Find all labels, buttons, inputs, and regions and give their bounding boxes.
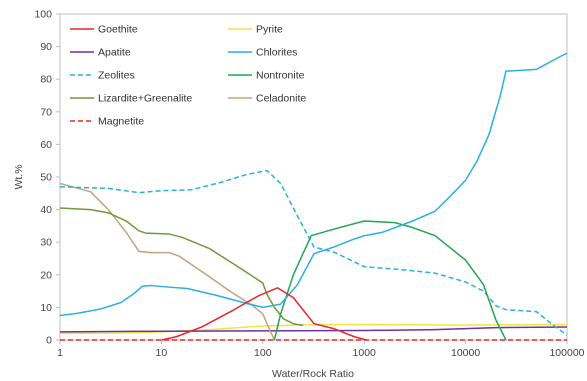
x-tick-label: 10000 xyxy=(451,347,480,359)
legend: Goethite Pyrite Apatite Chlorites Zeolites No… xyxy=(70,24,306,128)
y-tick-label: 100 xyxy=(34,9,52,21)
y-tick-label: 40 xyxy=(40,204,52,216)
x-axis-label: Water/Rock Ratio xyxy=(272,368,354,380)
series-line-apatite xyxy=(59,326,568,333)
x-tick-label: 1000 xyxy=(353,347,377,359)
legend-label-chlorites: Chlorites xyxy=(256,47,297,59)
legend-label-celadonite: Celadonite xyxy=(256,93,306,105)
legend-label-nontronite: Nontronite xyxy=(256,70,305,82)
y-tick-label: 30 xyxy=(40,237,52,249)
series-line-zeolites xyxy=(59,169,568,336)
y-tick-label: 10 xyxy=(40,302,52,314)
y-axis-label: Wt.% xyxy=(13,164,25,189)
x-tick-label: 10 xyxy=(156,347,168,359)
y-tick-label: 90 xyxy=(40,41,52,53)
legend-label-magnetite: Magnetite xyxy=(98,116,144,128)
series-layer xyxy=(59,52,568,341)
legend-label-pyrite: Pyrite xyxy=(256,24,283,36)
legend-label-lizardite-greenalite: Lizardite+Greenalite xyxy=(98,93,192,105)
legend-label-goethite: Goethite xyxy=(98,24,138,36)
legend-label-zeolites: Zeolites xyxy=(98,70,135,82)
x-tick-label: 1 xyxy=(57,347,63,359)
series-line-lizardite-greenalite xyxy=(59,207,304,327)
y-tick-label: 80 xyxy=(40,74,52,86)
series-line-pyrite xyxy=(59,323,568,335)
y-tick-label: 70 xyxy=(40,106,52,118)
legend-label-apatite: Apatite xyxy=(98,47,131,59)
x-tick-label: 100000 xyxy=(549,347,584,359)
series-line-nontronite xyxy=(273,220,507,341)
series-line-celadonite xyxy=(59,182,276,341)
y-tick-label: 50 xyxy=(40,172,52,184)
y-tick-label: 0 xyxy=(46,335,52,347)
series-line-chlorites xyxy=(59,52,568,317)
x-tick-label: 100 xyxy=(254,347,272,359)
y-tick-label: 60 xyxy=(40,139,52,151)
series-line-goethite xyxy=(161,287,367,341)
y-tick-label: 20 xyxy=(40,269,52,281)
